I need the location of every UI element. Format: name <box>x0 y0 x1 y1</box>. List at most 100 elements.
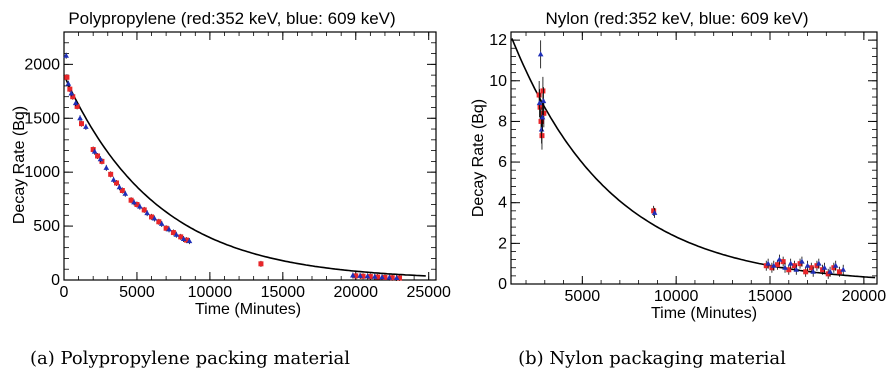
point-352kev <box>389 275 395 281</box>
point-609kev <box>68 90 75 96</box>
point-352kev <box>163 225 169 231</box>
point-609kev <box>537 51 544 57</box>
y-axis-label: Decay Rate (Bq) <box>11 106 28 224</box>
point-352kev <box>780 259 786 265</box>
y-tick-label: 10 <box>489 73 507 90</box>
point-352kev <box>99 158 105 164</box>
y-tick-label: 8 <box>498 113 507 130</box>
point-609kev <box>65 80 72 86</box>
point-609kev <box>77 115 83 121</box>
point-609kev <box>63 52 69 58</box>
point-352kev <box>803 269 809 275</box>
point-352kev <box>775 262 781 268</box>
point-352kev <box>367 274 373 280</box>
y-tick-label: 1000 <box>24 164 60 181</box>
point-609kev <box>770 262 777 268</box>
point-352kev <box>258 261 264 267</box>
point-609kev <box>186 238 193 244</box>
point-609kev <box>386 274 393 280</box>
point-609kev <box>151 215 158 221</box>
point-609kev <box>651 209 658 215</box>
point-352kev <box>149 214 155 220</box>
point-609kev <box>137 203 143 209</box>
point-352kev <box>79 121 85 127</box>
point-609kev <box>816 260 822 266</box>
point-609kev <box>371 273 378 279</box>
point-352kev <box>95 153 101 159</box>
point-609kev <box>804 262 811 268</box>
point-352kev <box>128 197 134 203</box>
point-352kev <box>836 269 842 275</box>
plot-border <box>63 31 437 281</box>
point-352kev <box>814 263 820 269</box>
point-352kev <box>382 274 388 280</box>
point-609kev <box>91 148 98 154</box>
point-609kev <box>782 264 788 270</box>
point-609kev <box>166 226 172 232</box>
point-352kev <box>763 263 769 269</box>
point-352kev <box>119 188 125 194</box>
point-609kev <box>357 272 363 278</box>
chart-title: Polypropylene (red:352 keV, blue: 609 ke… <box>68 9 395 28</box>
point-609kev <box>144 210 150 216</box>
point-352kev <box>540 88 546 94</box>
point-352kev <box>134 202 140 208</box>
x-tick-label: 20000 <box>334 284 379 301</box>
point-609kev <box>116 184 123 190</box>
point-352kev <box>769 265 775 271</box>
point-609kev <box>83 123 89 129</box>
point-609kev <box>540 98 547 104</box>
point-352kev <box>820 267 826 273</box>
caption-b: (b) Nylon packaging material <box>518 348 786 369</box>
point-609kev <box>379 274 385 280</box>
plot-frame <box>510 31 878 285</box>
y-axis-label: Decay Rate (Bq) <box>470 99 487 217</box>
point-609kev <box>131 199 137 205</box>
tick-labels: 5000 10000 15000 20000 0 2 4 6 8 10 12 <box>489 32 886 305</box>
fit-curve <box>511 38 876 279</box>
point-609kev <box>122 190 129 196</box>
point-609kev <box>72 100 79 106</box>
point-352kev <box>353 273 359 279</box>
fit-curve <box>63 74 426 277</box>
x-tick-label: 5000 <box>565 288 601 305</box>
point-609kev <box>810 268 816 274</box>
point-609kev <box>97 156 104 162</box>
point-352kev <box>397 275 403 281</box>
point-609kev <box>765 260 771 266</box>
y-tick-label: 0 <box>51 272 60 289</box>
point-352kev <box>114 180 120 186</box>
point-352kev <box>360 273 366 279</box>
point-609kev <box>364 273 371 279</box>
point-609kev <box>536 100 543 106</box>
plot-frame <box>63 31 437 281</box>
x-tick-label: 10000 <box>188 284 233 301</box>
x-axis-label: Time (Minutes) <box>195 301 301 318</box>
point-609kev <box>173 231 180 237</box>
point-352kev <box>70 94 76 100</box>
point-609kev <box>350 272 356 278</box>
y-tick-label: 6 <box>498 154 507 171</box>
point-609kev <box>538 126 545 132</box>
x-tick-label: 25000 <box>406 284 451 301</box>
x-tick-label: 15000 <box>748 288 793 305</box>
point-609kev <box>103 164 110 170</box>
point-352kev <box>537 104 543 110</box>
point-352kev <box>184 237 190 243</box>
point-609kev <box>776 256 783 262</box>
x-tick-label: 10000 <box>654 288 699 305</box>
point-609kev <box>158 220 165 226</box>
y-tick-label: 2000 <box>24 56 60 73</box>
x-tick-label: 15000 <box>261 284 306 301</box>
point-609kev <box>393 274 400 280</box>
point-352kev <box>108 171 114 177</box>
x-axis-label: Time (Minutes) <box>651 305 757 322</box>
point-352kev <box>825 271 831 277</box>
exponential-fit-line <box>63 74 426 277</box>
y-tick-label: 12 <box>489 32 507 49</box>
point-352kev <box>831 265 837 271</box>
tick-labels: 0 5000 10000 15000 20000 25000 0 500 1000 1500 200… <box>24 56 451 301</box>
caption-a: (a) Polypropylene packing material <box>30 348 350 369</box>
point-352kev <box>67 86 73 92</box>
